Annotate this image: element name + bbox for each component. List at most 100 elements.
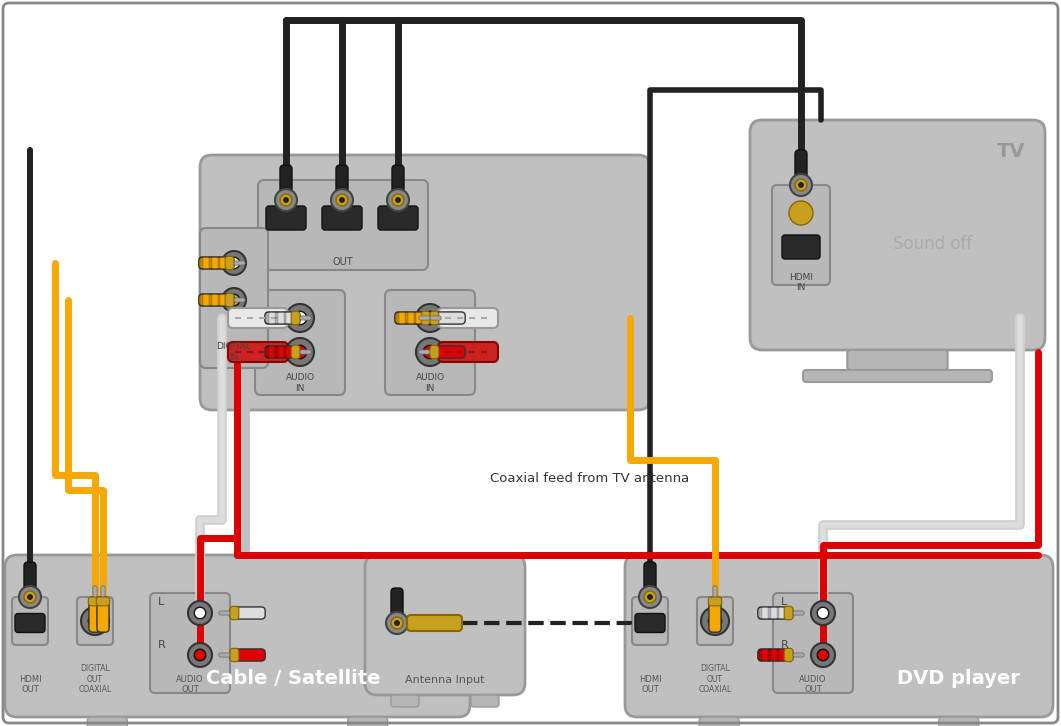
Circle shape xyxy=(799,182,803,187)
FancyBboxPatch shape xyxy=(758,649,793,661)
FancyBboxPatch shape xyxy=(419,350,430,354)
FancyBboxPatch shape xyxy=(392,165,404,200)
FancyBboxPatch shape xyxy=(407,615,462,631)
Circle shape xyxy=(228,257,240,269)
Bar xyxy=(777,607,780,619)
Circle shape xyxy=(423,346,437,359)
Circle shape xyxy=(188,601,212,625)
FancyBboxPatch shape xyxy=(24,562,36,597)
Circle shape xyxy=(222,288,246,312)
FancyBboxPatch shape xyxy=(228,308,288,328)
FancyBboxPatch shape xyxy=(699,717,740,726)
FancyBboxPatch shape xyxy=(97,597,109,605)
FancyBboxPatch shape xyxy=(201,228,268,368)
FancyBboxPatch shape xyxy=(348,717,387,726)
FancyBboxPatch shape xyxy=(625,555,1053,717)
Bar xyxy=(275,312,278,324)
Circle shape xyxy=(293,311,307,325)
FancyBboxPatch shape xyxy=(773,593,853,693)
Circle shape xyxy=(275,189,297,211)
FancyBboxPatch shape xyxy=(438,308,498,328)
Circle shape xyxy=(19,586,41,608)
Bar xyxy=(405,312,407,324)
FancyBboxPatch shape xyxy=(430,346,465,358)
Circle shape xyxy=(88,614,102,628)
Bar xyxy=(209,294,211,306)
Bar xyxy=(218,257,221,269)
Bar xyxy=(266,312,268,324)
Circle shape xyxy=(416,304,443,332)
FancyBboxPatch shape xyxy=(198,294,234,306)
Circle shape xyxy=(280,194,292,206)
Circle shape xyxy=(228,294,240,306)
Circle shape xyxy=(388,190,408,210)
FancyBboxPatch shape xyxy=(150,593,230,693)
FancyBboxPatch shape xyxy=(234,261,245,265)
FancyBboxPatch shape xyxy=(385,290,475,395)
FancyBboxPatch shape xyxy=(198,257,234,269)
Text: Sound off: Sound off xyxy=(893,235,973,253)
Bar xyxy=(760,649,762,661)
FancyBboxPatch shape xyxy=(97,597,109,632)
FancyBboxPatch shape xyxy=(15,613,45,632)
FancyBboxPatch shape xyxy=(795,150,807,185)
Circle shape xyxy=(647,595,653,600)
FancyBboxPatch shape xyxy=(230,607,265,619)
Circle shape xyxy=(331,189,353,211)
Text: DIGITAL
OUT
COAXIAL: DIGITAL OUT COAXIAL xyxy=(79,664,111,694)
Circle shape xyxy=(392,617,403,629)
FancyBboxPatch shape xyxy=(101,586,105,597)
FancyBboxPatch shape xyxy=(395,312,430,324)
Circle shape xyxy=(222,251,246,275)
FancyBboxPatch shape xyxy=(266,206,306,230)
FancyBboxPatch shape xyxy=(713,586,717,597)
FancyBboxPatch shape xyxy=(750,120,1045,350)
FancyBboxPatch shape xyxy=(782,235,820,259)
FancyBboxPatch shape xyxy=(709,597,721,632)
FancyBboxPatch shape xyxy=(291,346,300,359)
Bar xyxy=(218,294,221,306)
FancyBboxPatch shape xyxy=(87,717,127,726)
FancyBboxPatch shape xyxy=(793,611,804,615)
Text: Antenna Input: Antenna Input xyxy=(405,675,485,685)
FancyBboxPatch shape xyxy=(421,311,430,325)
FancyBboxPatch shape xyxy=(632,597,668,645)
FancyBboxPatch shape xyxy=(772,185,830,285)
Bar xyxy=(209,257,211,269)
Bar xyxy=(397,312,399,324)
Bar xyxy=(266,346,268,358)
Text: AUDIO
OUT: AUDIO OUT xyxy=(799,674,827,694)
Circle shape xyxy=(28,595,33,600)
FancyBboxPatch shape xyxy=(77,597,114,645)
Circle shape xyxy=(332,190,352,210)
Circle shape xyxy=(81,607,109,635)
FancyBboxPatch shape xyxy=(265,346,300,358)
Text: L: L xyxy=(781,597,787,607)
Text: AUDIO
OUT: AUDIO OUT xyxy=(176,674,204,694)
Circle shape xyxy=(286,338,314,366)
FancyBboxPatch shape xyxy=(255,290,345,395)
Circle shape xyxy=(276,190,296,210)
FancyBboxPatch shape xyxy=(803,370,992,382)
Bar xyxy=(275,346,278,358)
Text: Cable / Satellite: Cable / Satellite xyxy=(206,669,381,688)
Bar xyxy=(284,346,286,358)
FancyBboxPatch shape xyxy=(228,342,288,362)
Bar xyxy=(768,649,770,661)
FancyBboxPatch shape xyxy=(230,649,265,661)
Circle shape xyxy=(701,607,729,635)
FancyBboxPatch shape xyxy=(12,597,48,645)
Circle shape xyxy=(392,194,404,206)
Circle shape xyxy=(395,621,400,626)
Text: DIGITAL
OUT
COAXIAL: DIGITAL OUT COAXIAL xyxy=(698,664,732,694)
Text: HDMI
OUT: HDMI OUT xyxy=(639,674,661,694)
FancyBboxPatch shape xyxy=(392,695,419,707)
Circle shape xyxy=(709,614,721,628)
Circle shape xyxy=(817,607,829,619)
FancyBboxPatch shape xyxy=(201,155,650,410)
Circle shape xyxy=(811,643,835,667)
Circle shape xyxy=(24,591,36,603)
Bar xyxy=(284,312,286,324)
Circle shape xyxy=(286,304,314,332)
Text: HDMI
IN: HDMI IN xyxy=(789,273,813,293)
